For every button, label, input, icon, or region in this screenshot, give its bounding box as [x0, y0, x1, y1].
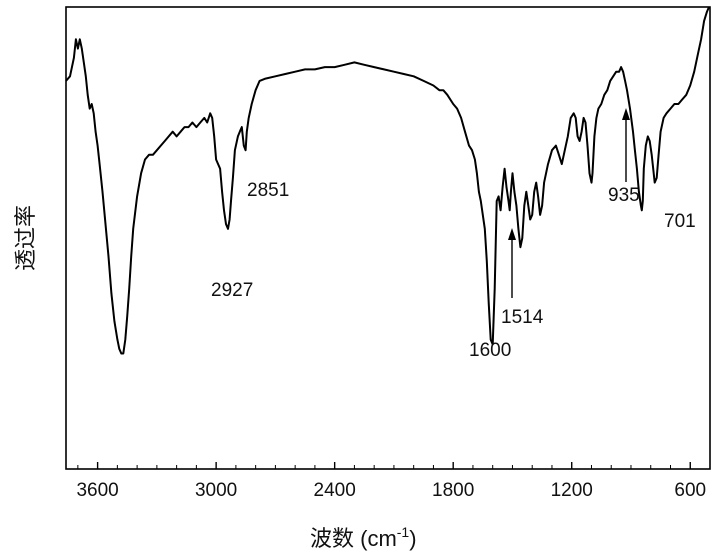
- annotation-2851: 2851: [247, 180, 289, 201]
- x-axis-title: 波数 (cm-1): [310, 524, 417, 551]
- x-tick-label-1200: 1200: [551, 480, 593, 501]
- x-tick-label-1800: 1800: [432, 480, 474, 501]
- annotation-1600: 1600: [469, 340, 511, 361]
- annotation-1514: 1514: [501, 307, 544, 328]
- arrow-1514: [508, 228, 516, 298]
- x-tick-label-2400: 2400: [314, 480, 356, 501]
- annotation-2927: 2927: [211, 280, 253, 301]
- x-tick-label-600: 600: [674, 480, 706, 501]
- annotation-935: 935: [608, 185, 640, 206]
- x-tick-label-3600: 3600: [76, 480, 118, 501]
- x-axis-ticks: 3600 3000 2400 1800 1200 600: [76, 462, 706, 501]
- annotation-701: 701: [664, 211, 696, 232]
- series-line: [66, 7, 709, 354]
- x-tick-label-3000: 3000: [195, 480, 237, 501]
- arrow-935: [622, 108, 630, 182]
- y-axis-title: 透过率: [14, 205, 39, 271]
